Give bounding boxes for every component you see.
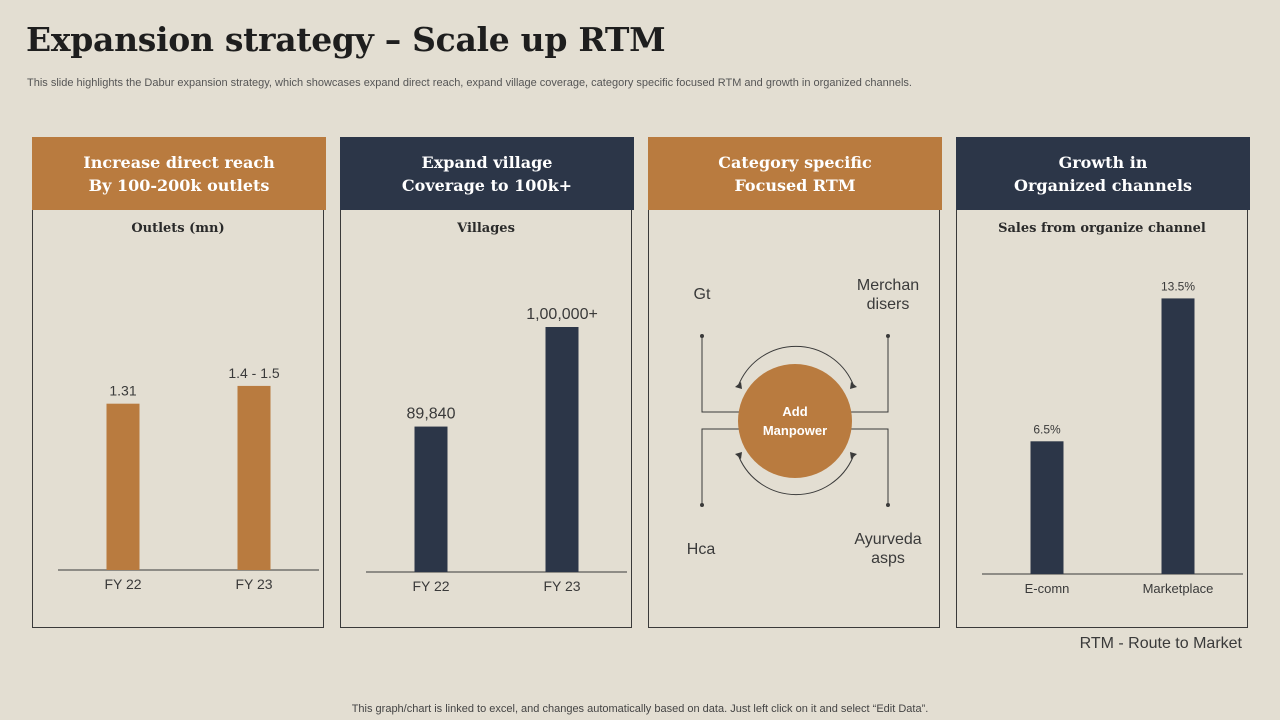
add-manpower-circle — [738, 364, 852, 478]
x-tick-label-0: FY 22 — [412, 578, 449, 594]
connector-dot — [886, 503, 890, 507]
connector-dot — [700, 334, 704, 338]
connector-top-left — [701, 336, 739, 413]
arrow-head — [850, 382, 857, 389]
arc-arrow-top — [738, 345, 854, 385]
chart-disclaimer: This graph/chart is linked to excel, and… — [351, 703, 929, 715]
card-header-line1: Growth in — [1058, 152, 1148, 172]
card-header: Category specific Focused RTM — [648, 137, 942, 210]
data-label-0: 1.31 — [109, 383, 136, 399]
bar-1 — [237, 385, 271, 570]
outlets-bar-chart[interactable]: 1.31 FY 22 1.4 - 1.5 FY 23 — [33, 138, 323, 627]
label-merchandisers-line2: disers — [867, 296, 910, 313]
card-header-line2: Organized channels — [1014, 175, 1192, 195]
card-header-line1: Increase direct reach — [83, 152, 275, 172]
card-direct-reach: Increase direct reach By 100-200k outlet… — [32, 137, 326, 628]
connector-dot — [886, 334, 890, 338]
label-gt: Gt — [694, 286, 711, 303]
card-village-coverage: Expand village Coverage to 100k+ Village… — [340, 137, 634, 628]
page-subtitle: This slide highlights the Dabur expansio… — [27, 77, 912, 89]
label-merchandisers-line1: Merchan — [857, 277, 919, 294]
x-tick-label-1: FY 23 — [235, 576, 272, 592]
organized-sales-bar-chart[interactable]: 6.5% E-comn 13.5% Marketplace — [957, 138, 1247, 627]
x-tick-label-0: FY 22 — [104, 576, 141, 592]
card-header: Expand village Coverage to 100k+ — [340, 137, 634, 210]
card-header-line2: Coverage to 100k+ — [401, 175, 573, 195]
card-header-line1: Category specific — [718, 152, 872, 172]
x-tick-label-1: FY 23 — [543, 578, 580, 594]
bar-1 — [545, 327, 579, 572]
x-tick-label-0: E-comn — [1025, 581, 1070, 596]
arrow-head — [850, 452, 857, 459]
connector-bottom-right — [851, 428, 889, 505]
card-organized-channels: Growth in Organized channels Sales from … — [956, 137, 1250, 628]
label-hca: Hca — [687, 541, 716, 558]
card-header: Growth in Organized channels — [956, 137, 1250, 210]
center-label-line1: Add — [782, 404, 807, 419]
page-title: Expansion strategy – Scale up RTM — [26, 20, 666, 59]
card-header-line2: By 100-200k outlets — [88, 175, 270, 195]
bar-0 — [414, 426, 448, 572]
bar-0 — [106, 403, 140, 570]
connector-bottom-left — [701, 428, 739, 505]
arrow-head — [735, 452, 742, 459]
card-header-line2: Focused RTM — [734, 175, 856, 195]
card-header-line1: Expand village — [421, 152, 553, 172]
manpower-diagram: Add Manpower Gt Merchan disers Hca Ayurv… — [687, 277, 922, 567]
arrow-head — [735, 382, 742, 389]
x-tick-label-1: Marketplace — [1143, 581, 1214, 596]
connector-top-right — [851, 336, 889, 413]
bar-0 — [1030, 441, 1064, 574]
chart-subtitle: Villages — [457, 221, 515, 236]
rtm-footnote: RTM - Route to Market — [1079, 635, 1242, 652]
connector-dot — [700, 503, 704, 507]
label-ayurveda-line1: Ayurveda — [854, 531, 921, 548]
chart-subtitle: Sales from organize channel — [998, 221, 1206, 236]
data-label-1: 1.4 - 1.5 — [228, 365, 280, 381]
bar-1 — [1161, 298, 1195, 574]
data-label-1: 1,00,000+ — [526, 306, 598, 323]
data-label-0: 89,840 — [407, 406, 456, 423]
data-label-1: 13.5% — [1161, 279, 1195, 293]
card-header: Increase direct reach By 100-200k outlet… — [32, 137, 326, 210]
card-focused-rtm: Category specific Focused RTM Add — [648, 137, 942, 628]
label-ayurveda-line2: asps — [871, 550, 905, 567]
chart-subtitle: Outlets (mn) — [131, 221, 225, 236]
center-label-line2: Manpower — [763, 423, 827, 438]
villages-bar-chart[interactable]: 89,840 FY 22 1,00,000+ FY 23 — [341, 138, 631, 627]
data-label-0: 6.5% — [1033, 422, 1061, 436]
arc-arrow-bottom — [738, 456, 854, 496]
